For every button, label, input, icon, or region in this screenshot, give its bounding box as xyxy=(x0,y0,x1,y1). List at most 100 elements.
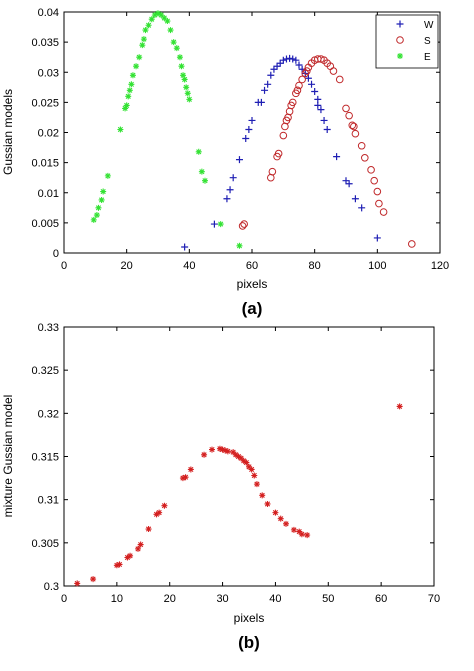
plot-area-b xyxy=(63,326,435,587)
data-point xyxy=(314,101,322,109)
y-tick-label: 0.04 xyxy=(38,7,59,19)
x-tick-label: 0 xyxy=(61,593,67,605)
data-point xyxy=(186,96,193,103)
data-point xyxy=(139,42,146,49)
data-point xyxy=(268,167,277,176)
data-point xyxy=(142,27,149,34)
data-point xyxy=(274,149,283,158)
x-tick-label: 20 xyxy=(164,593,176,605)
legend-marker-W xyxy=(396,20,404,28)
data-point xyxy=(226,186,234,194)
data-point xyxy=(235,453,242,460)
x-tick-label: 60 xyxy=(246,260,258,272)
y-axis-label-b: mixture Gussian model xyxy=(1,395,15,518)
data-point xyxy=(104,172,111,179)
data-point xyxy=(124,554,131,561)
data-point xyxy=(335,75,344,84)
data-point xyxy=(276,59,284,67)
data-point xyxy=(170,39,177,46)
x-tick-label: 70 xyxy=(428,593,440,605)
data-point xyxy=(242,135,250,143)
data-point xyxy=(345,111,353,120)
data-point xyxy=(292,56,300,64)
data-point xyxy=(155,10,161,17)
data-point xyxy=(183,84,190,91)
data-point xyxy=(180,72,187,79)
y-tick-label: 0.01 xyxy=(38,188,59,200)
data-point xyxy=(373,234,381,242)
data-point xyxy=(298,531,305,538)
data-point xyxy=(323,125,331,133)
data-point xyxy=(246,463,252,470)
x-tick-label: 40 xyxy=(183,260,195,272)
data-point xyxy=(267,71,275,79)
legend-a: WSE xyxy=(375,14,439,69)
series-star-b xyxy=(74,403,403,587)
data-point xyxy=(283,520,289,527)
panel-a: 0 20 40 60 80 100 120 0 0.005 0.01 0.015 0.02 0.025 0… xyxy=(1,7,449,318)
y-tick-label: 0.32 xyxy=(38,408,59,420)
data-point xyxy=(236,242,243,249)
y-tick-label: 0.33 xyxy=(38,322,59,334)
legend-marker-S xyxy=(396,36,404,44)
data-point xyxy=(264,80,272,88)
data-point xyxy=(308,80,316,88)
data-point xyxy=(288,98,297,107)
data-point xyxy=(248,466,255,473)
data-point xyxy=(133,63,140,70)
data-point xyxy=(351,195,359,203)
data-point xyxy=(240,220,248,228)
data-point xyxy=(348,121,357,130)
data-point xyxy=(290,526,297,533)
data-point xyxy=(396,403,403,410)
data-point xyxy=(179,475,186,482)
x-tick-label: 80 xyxy=(309,260,321,272)
series-E-a xyxy=(90,10,243,249)
data-point xyxy=(148,16,155,23)
data-point xyxy=(273,62,281,70)
data-point xyxy=(259,492,266,499)
x-tick-label: 0 xyxy=(61,260,67,272)
x-tick-label: 50 xyxy=(322,593,334,605)
data-point xyxy=(117,126,124,133)
y-tick-label: 0.02 xyxy=(38,128,59,140)
data-point xyxy=(329,67,338,75)
data-point xyxy=(187,466,194,473)
data-point xyxy=(176,54,183,61)
data-point xyxy=(209,446,215,453)
data-point xyxy=(123,102,130,109)
x-axis-label-a: pixels xyxy=(237,277,268,291)
y-tick-label: 0.025 xyxy=(31,97,59,109)
data-point xyxy=(311,88,319,96)
data-point xyxy=(222,447,229,454)
data-point xyxy=(145,22,152,29)
data-point xyxy=(296,528,303,535)
data-point xyxy=(229,174,237,182)
data-point xyxy=(257,98,265,106)
data-point xyxy=(98,196,105,203)
data-point xyxy=(375,199,383,208)
data-point xyxy=(298,75,306,84)
series-S-a xyxy=(238,55,416,248)
data-point xyxy=(295,81,303,90)
panel-label-b: (b) xyxy=(238,633,260,652)
data-point xyxy=(272,509,279,516)
data-point xyxy=(243,459,250,466)
panel-label-a: (a) xyxy=(242,299,263,318)
data-point xyxy=(253,481,260,488)
series-W-a xyxy=(181,54,381,251)
data-point xyxy=(342,177,350,185)
data-point xyxy=(264,500,271,507)
data-point xyxy=(293,86,302,95)
data-point xyxy=(136,54,143,61)
legend-marker-E xyxy=(397,53,403,59)
x-axis-label-b: pixels xyxy=(234,611,265,625)
y-tick-label: 0.3 xyxy=(44,581,59,593)
data-point xyxy=(286,54,294,62)
data-point xyxy=(320,116,328,124)
data-point xyxy=(304,532,311,539)
data-point xyxy=(195,148,202,155)
data-point xyxy=(161,502,168,509)
data-point xyxy=(140,36,147,43)
data-point xyxy=(223,195,231,203)
